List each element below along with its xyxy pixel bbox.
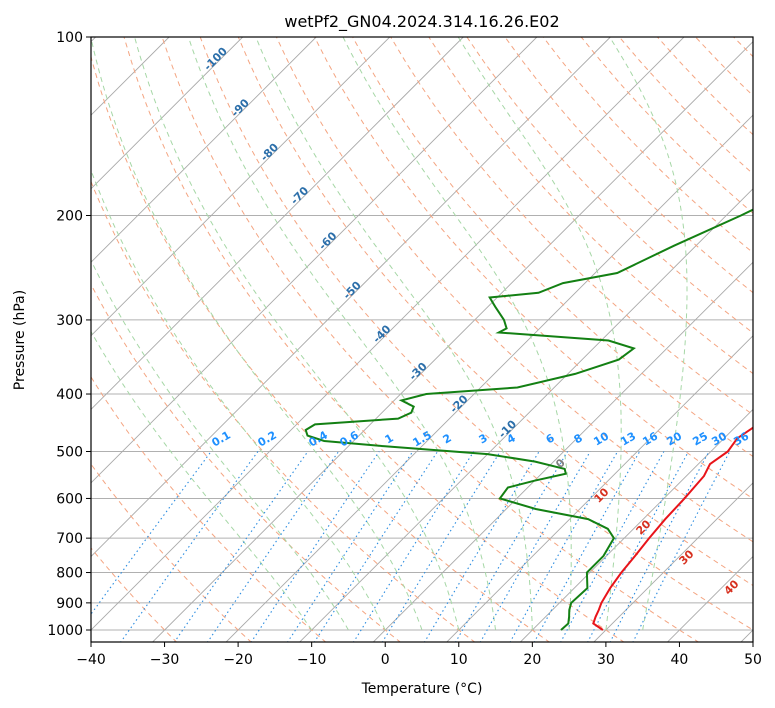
mixing-ratio-line	[587, 451, 689, 642]
isotherm-line	[446, 335, 753, 642]
y-tick-label: 500	[56, 444, 83, 460]
dry-adiabat-line	[428, 37, 753, 375]
dry-adiabat-line	[91, 54, 551, 642]
chart-title: wetPf2_GN04.2024.314.16.26.E02	[284, 12, 559, 32]
moist-adiabat-line	[342, 37, 572, 631]
moist-adiabat-line	[187, 37, 497, 631]
x-tick-label: 0	[381, 652, 390, 668]
isotherm-line	[151, 40, 753, 642]
y-tick-label: 200	[56, 209, 83, 225]
x-tick-label: −40	[76, 652, 106, 668]
plot-frame	[90, 36, 754, 643]
mixing-ratio-line	[424, 451, 540, 642]
x-axis: −40 −30 −20 −10 0 10 20 30 40 50	[76, 642, 762, 668]
dry-adiabat-line	[91, 547, 178, 642]
moist-adiabat-line	[609, 37, 688, 631]
mixing-ratio-line	[455, 451, 569, 642]
isotherm-line	[225, 114, 753, 642]
dry-adiabat-line	[199, 37, 753, 631]
reference-lines	[91, 37, 753, 642]
mixing-ratio-line	[353, 451, 475, 642]
moist-adiabat-line	[91, 169, 386, 631]
mixing-ratio-line	[381, 451, 501, 642]
mixing-ratio-line	[287, 451, 414, 642]
isotherm-line	[91, 37, 391, 337]
isotherm-line	[519, 408, 753, 642]
isotherm-line	[91, 37, 538, 484]
mixing-ratio-line	[250, 451, 380, 642]
dry-adiabat-line	[275, 37, 753, 543]
moist-adiabat-line	[255, 37, 533, 630]
x-tick-label: −10	[297, 652, 327, 668]
dry-adiabat-line	[123, 37, 625, 642]
isotherm-line	[91, 37, 464, 410]
y-tick-label: 600	[56, 491, 83, 507]
y-tick-label: 800	[56, 566, 83, 582]
isotherm-line	[593, 482, 753, 642]
y-tick-label: 300	[56, 313, 83, 329]
y-tick-label: 100	[56, 30, 83, 46]
isotherm-line	[91, 37, 317, 263]
x-tick-label: −20	[223, 652, 253, 668]
isotherm-line	[91, 37, 685, 631]
temperature-profile-line	[592, 426, 753, 631]
dry-adiabat-line	[504, 37, 753, 294]
x-axis-label: Temperature (°C)	[361, 681, 483, 697]
dry-adiabat-line	[91, 283, 401, 642]
dewpoint-profile-line	[304, 208, 753, 631]
x-tick-label: 40	[671, 652, 689, 668]
sounding-lines	[304, 208, 753, 631]
dry-adiabat-line	[161, 37, 700, 642]
mixing-ratio-line	[173, 451, 309, 642]
dry-adiabat-line	[237, 37, 753, 587]
y-tick-label: 1000	[47, 623, 83, 639]
moist-adiabat-line	[457, 37, 622, 631]
y-tick-label: 900	[56, 596, 83, 612]
x-tick-label: 50	[744, 652, 762, 668]
dry-adiabat-line	[390, 37, 753, 416]
dry-adiabat-line	[91, 180, 476, 642]
moist-adiabat-line	[91, 259, 349, 631]
y-axis: 100 200 300 400 500 600 700 800 900 1000	[47, 30, 91, 639]
mixing-ratio-line	[206, 451, 340, 642]
y-tick-label: 700	[56, 531, 83, 547]
isotherm-line	[91, 37, 244, 190]
moist-adiabat-line	[91, 37, 423, 631]
mixing-ratio-line	[560, 451, 665, 642]
dry-adiabat-line	[91, 463, 252, 642]
y-tick-label: 400	[56, 387, 83, 403]
y-axis-label: Pressure (hPa)	[12, 290, 28, 390]
mixing-ratio-line	[313, 451, 439, 642]
x-tick-label: 30	[597, 652, 615, 668]
isotherm-line	[372, 261, 753, 642]
x-tick-label: 10	[450, 652, 468, 668]
x-tick-label: −30	[150, 652, 180, 668]
isotherm-line	[91, 37, 611, 558]
x-tick-label: 20	[523, 652, 541, 668]
